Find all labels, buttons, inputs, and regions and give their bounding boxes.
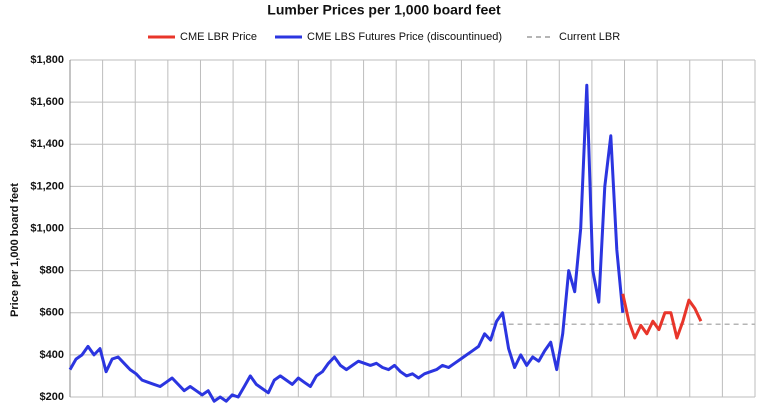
y-axis-label: Price per 1,000 board feet — [9, 183, 21, 317]
series-line — [621, 293, 703, 340]
y-tick-label: $1,000 — [30, 222, 64, 234]
y-tick-label: $200 — [40, 391, 64, 403]
legend-label: CME LBS Futures Price (discountinued) — [307, 31, 502, 43]
legend-label: Current LBR — [559, 31, 620, 43]
chart-title: Lumber Prices per 1,000 board feet — [267, 2, 501, 18]
y-tick-label: $1,600 — [30, 96, 64, 108]
y-tick-label: $600 — [40, 307, 64, 319]
y-tick-label: $1,200 — [30, 180, 64, 192]
y-tick-label: $1,800 — [30, 54, 64, 66]
series-line — [68, 83, 625, 403]
y-tick-label: $400 — [40, 349, 64, 361]
y-tick-label: $1,400 — [30, 138, 64, 150]
legend-label: CME LBR Price — [180, 31, 257, 43]
y-tick-label: $800 — [40, 265, 64, 277]
